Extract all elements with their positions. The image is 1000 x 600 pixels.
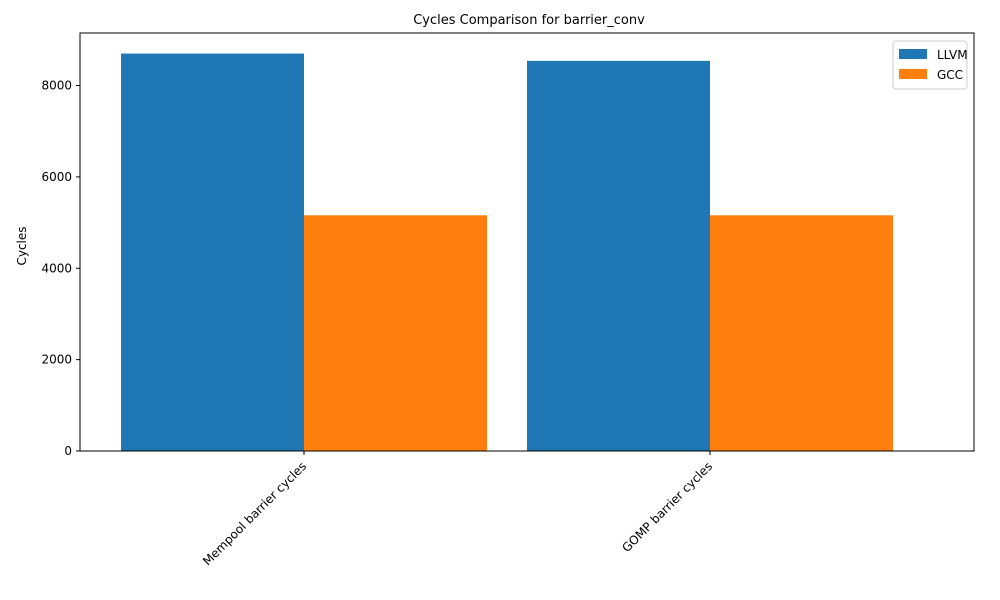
y-axis-label: Cycles <box>15 226 29 265</box>
bar-llvm-0 <box>121 53 304 452</box>
y-tick-label: 2000 <box>41 353 72 367</box>
legend-swatch-gcc <box>899 69 927 79</box>
legend: LLVM GCC <box>892 40 968 90</box>
x-tick-label: Mempool barrier cycles <box>200 459 309 568</box>
bars-group <box>121 53 893 452</box>
x-axis-ticks: Mempool barrier cycles GOMP barrier cycle… <box>200 451 715 568</box>
plot-frame <box>79 32 975 452</box>
y-tick-label: 4000 <box>41 261 72 275</box>
legend-label-llvm: LLVM <box>937 48 968 62</box>
bar-gcc-1 <box>710 215 893 451</box>
legend-label-gcc: GCC <box>937 68 963 82</box>
bar-gcc-0 <box>304 215 487 451</box>
y-axis-ticks: 0 2000 4000 6000 8000 <box>41 79 80 458</box>
legend-swatch-llvm <box>899 49 927 59</box>
y-tick-label: 6000 <box>41 170 72 184</box>
bar-llvm-1 <box>527 60 710 451</box>
y-tick-label: 0 <box>64 444 72 458</box>
chart-title: Cycles Comparison for barrier_conv <box>413 13 645 28</box>
x-tick-label: GOMP barrier cycles <box>619 459 715 555</box>
y-tick-label: 8000 <box>41 79 72 93</box>
